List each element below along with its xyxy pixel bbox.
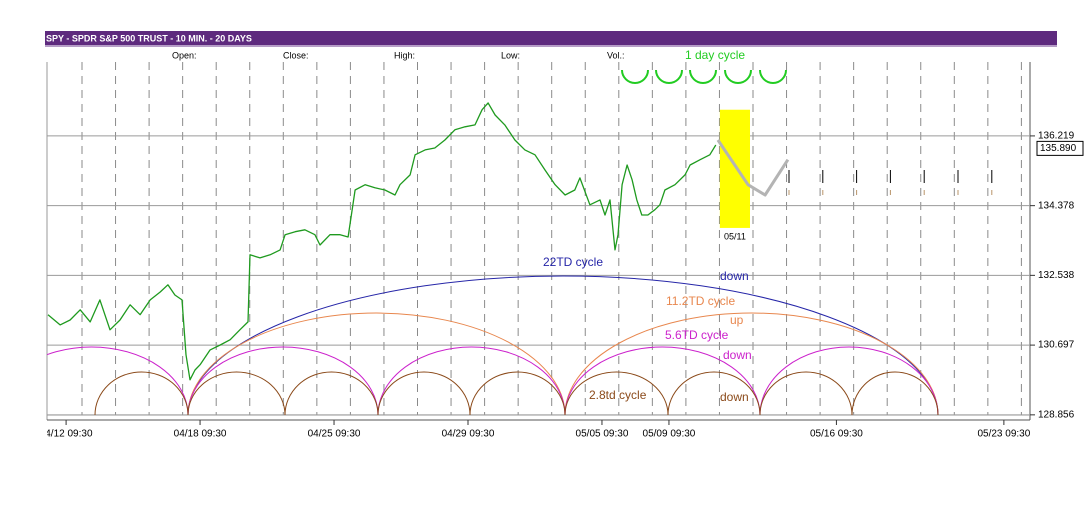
plot-area xyxy=(47,69,939,416)
chart-title: SPY - SPDR S&P 500 TRUST - 10 MIN. - 20 … xyxy=(46,33,252,43)
last-price-label: 135.890 xyxy=(1040,143,1077,154)
header-field: High: xyxy=(394,50,415,60)
cycle-arc xyxy=(469,371,566,416)
cycle-direction: up xyxy=(730,313,744,327)
highlight-label: 05/11 xyxy=(724,231,746,241)
x-tick-label: 05/05 09:30 xyxy=(576,429,629,440)
x-tick-label: 04/29 09:30 xyxy=(442,429,495,440)
title-bar xyxy=(45,31,1057,47)
cycle-arc xyxy=(187,312,566,416)
cycle-arc xyxy=(759,346,939,416)
cycle-label: 1 day cycle xyxy=(685,48,745,62)
highlight-box xyxy=(719,109,751,228)
x-tick-label: 04/18 09:30 xyxy=(174,429,227,440)
cycle-arc xyxy=(377,371,471,416)
cycle-direction: down xyxy=(720,390,749,404)
y-tick-label: 136.219 xyxy=(1038,131,1075,142)
y-tick-label: 134.378 xyxy=(1038,200,1075,211)
cycle-arc xyxy=(759,69,787,84)
x-tick-label: 05/16 09:30 xyxy=(810,429,863,440)
cycle-arc xyxy=(564,371,669,416)
cycle-arc xyxy=(759,371,853,416)
price-line xyxy=(47,102,717,381)
cycle-label: 11.2TD cycle xyxy=(666,294,735,308)
cycle-arc xyxy=(564,346,761,416)
x-tick-label: 04/12 09:30 xyxy=(40,429,93,440)
y-tick-label: 132.538 xyxy=(1038,270,1075,281)
cycle-label: 22TD cycle xyxy=(543,255,603,269)
cycle-arc xyxy=(724,69,752,84)
x-tick-label: 04/25 09:30 xyxy=(308,429,361,440)
cycle-arc xyxy=(187,371,286,416)
forecast-line xyxy=(716,139,790,197)
x-tick-label: 05/09 09:30 xyxy=(643,429,696,440)
last-price-box xyxy=(1036,140,1084,156)
cycle-arc xyxy=(377,346,566,416)
header-field: Vol.: xyxy=(607,50,625,60)
cycle-arc xyxy=(284,371,379,416)
x-tick-label: 05/23 09:30 xyxy=(977,429,1030,440)
cycle-arc xyxy=(689,69,717,84)
header-field: Open: xyxy=(172,50,197,60)
x-labels: 04/12 09:30 04/18 09:30 04/25 09:30 04/29 0… xyxy=(40,429,1031,440)
cycle-arc xyxy=(94,371,189,416)
cycle-direction: down xyxy=(720,269,749,283)
cycle-arc xyxy=(47,346,189,416)
cycle-direction: down xyxy=(723,348,752,362)
title-bar-edge xyxy=(45,45,1057,47)
cycle-arc xyxy=(187,346,379,416)
header-field: Low: xyxy=(501,50,520,60)
header-field: Close: xyxy=(283,50,309,60)
cycle-arc xyxy=(564,312,939,416)
cycle-arc xyxy=(621,69,649,84)
cycle-label: 2.8td cycle xyxy=(589,388,647,402)
y-tick-label: 130.697 xyxy=(1038,340,1075,351)
cycle-arc xyxy=(851,371,939,416)
cycle-label: 5.6TD cycle xyxy=(665,328,729,342)
cycle-arc xyxy=(667,371,761,416)
y-tick-label: 128.856 xyxy=(1038,409,1075,420)
cycle-arc xyxy=(655,69,683,84)
